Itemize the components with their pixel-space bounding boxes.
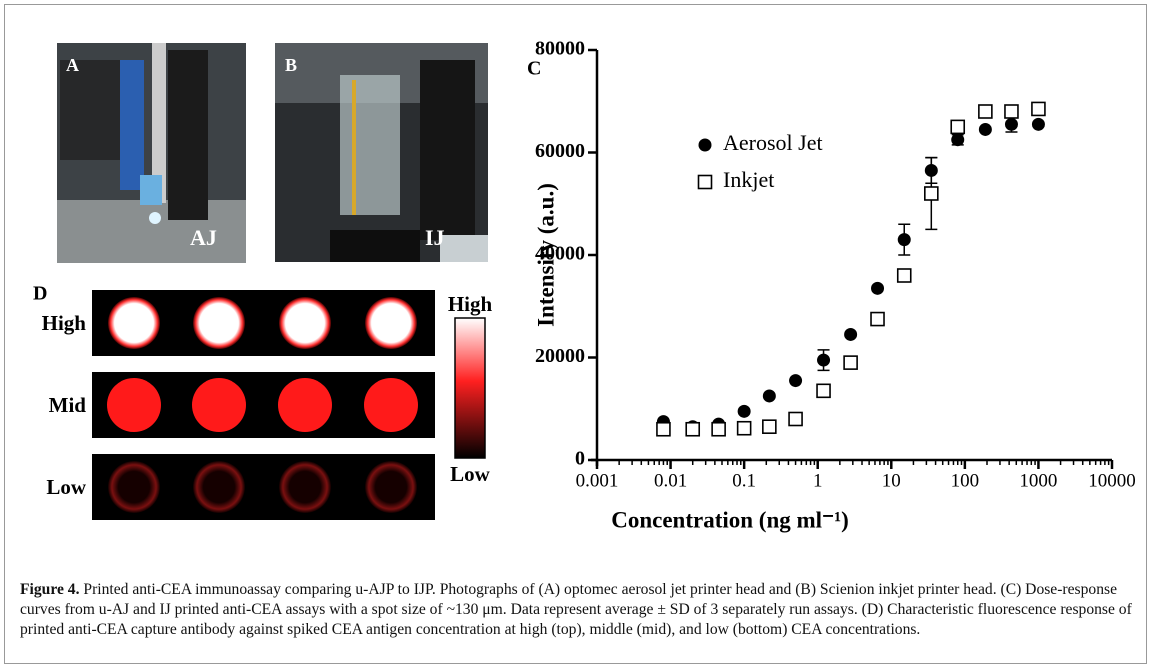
panel-label: C: [527, 58, 541, 80]
data-point: [1004, 117, 1018, 131]
data-point: [897, 233, 911, 247]
y-tick-label: 20000: [535, 345, 585, 367]
data-point: [844, 327, 858, 341]
y-axis-title: Intensity (a.u.): [533, 183, 558, 327]
panel-label: B: [285, 55, 297, 75]
figure: A AJ B IJ D High Mid Low High Low C Conc…: [33, 38, 1136, 533]
figure-frame: [4, 4, 1147, 664]
data-point: [950, 119, 966, 135]
x-tick-label: 0.1: [732, 470, 756, 491]
data-point: [924, 186, 939, 201]
data-point: [978, 122, 992, 136]
photo-a: A AJ: [57, 43, 246, 263]
colorbar-label: Low: [450, 462, 491, 486]
photo-b: B IJ: [275, 43, 488, 262]
data-point: [762, 419, 777, 434]
data-point: [736, 420, 752, 436]
panel-label: D: [33, 283, 47, 305]
legend-marker: [697, 174, 713, 190]
data-point: [685, 421, 701, 437]
colorbar-label: High: [448, 292, 493, 316]
data-point: [1031, 117, 1045, 131]
caption-text: Printed anti-CEA immunoassay comparing u…: [20, 581, 1132, 638]
panel-d: D High Mid Low High Low: [33, 283, 492, 520]
data-point: [896, 268, 912, 283]
row-label: High: [42, 311, 87, 335]
data-point: [789, 374, 803, 388]
legend-label: Inkjet: [723, 167, 774, 192]
data-point: [762, 389, 776, 403]
y-tick-label: 40000: [535, 243, 585, 265]
chart: C Concentration (ng ml⁻¹) Intensity (a.u…: [527, 38, 1136, 533]
x-tick-label: 0.01: [654, 470, 687, 491]
data-point: [870, 311, 885, 327]
data-point: [817, 353, 831, 367]
data-point: [871, 281, 885, 295]
data-point: [1004, 104, 1019, 119]
x-tick-label: 10: [882, 470, 901, 491]
x-tick-label: 0.001: [576, 470, 619, 491]
y-tick-label: 0: [575, 448, 585, 470]
data-point: [788, 411, 803, 427]
x-tick-label: 1000: [1019, 470, 1057, 491]
x-tick-label: 100: [951, 470, 980, 491]
data-point: [711, 421, 726, 437]
photo-label: AJ: [190, 225, 217, 250]
caption-label: Figure 4.: [20, 581, 80, 598]
data-point: [656, 421, 671, 437]
y-tick-label: 60000: [535, 140, 585, 162]
legend-label: Aerosol Jet: [723, 130, 823, 155]
x-tick-label: 1: [813, 470, 823, 491]
data-point: [978, 104, 993, 119]
caption: Figure 4. Printed anti-CEA immunoassay c…: [20, 580, 1135, 640]
data-point: [816, 383, 831, 399]
legend-marker: [698, 138, 712, 152]
x-tick-label: 10000: [1088, 470, 1136, 491]
data-point: [843, 355, 858, 370]
panel-label: A: [66, 55, 79, 75]
photo-label: IJ: [425, 225, 445, 250]
x-axis-title: Concentration (ng ml⁻¹): [611, 507, 849, 532]
row-label: Low: [46, 475, 87, 499]
row-label: Mid: [49, 393, 87, 417]
data-point: [951, 133, 965, 147]
y-tick-label: 80000: [535, 38, 585, 60]
data-point: [1031, 101, 1046, 117]
data-point: [737, 404, 751, 418]
